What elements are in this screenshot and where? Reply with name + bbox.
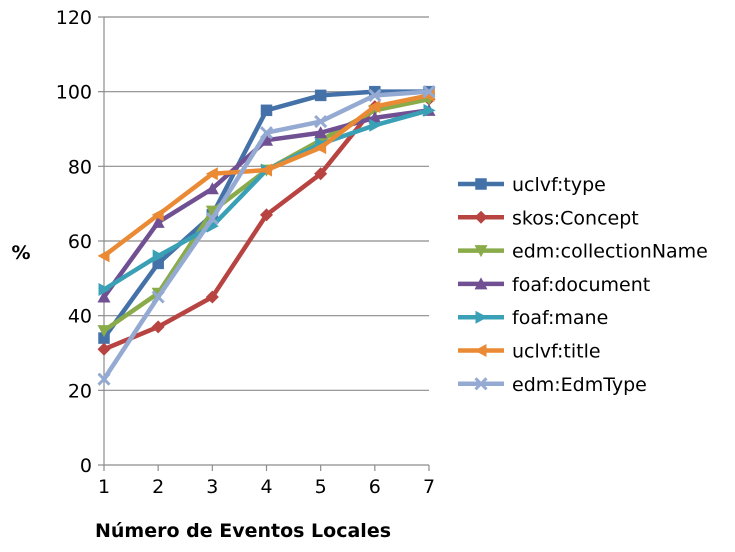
data-point — [205, 212, 219, 226]
data-point — [98, 283, 111, 297]
legend-item: uclvf:title — [458, 341, 601, 363]
y-tick-label: 100 — [56, 82, 92, 104]
legend-label: uclvf:title — [512, 341, 601, 363]
legend-label: edm:EdmType — [512, 374, 647, 396]
legend-marker — [474, 344, 487, 357]
legend-item: uclvf:type — [458, 174, 606, 196]
legend-marker — [474, 377, 488, 391]
data-point — [368, 88, 382, 102]
axes: 0 20 40 60 80 100 120 1 2 3 4 5 6 7 — [56, 7, 435, 498]
legend-item: skos:Concept — [458, 207, 639, 229]
legend-label: edm:collectionName — [512, 241, 708, 263]
x-tick-label: 5 — [315, 476, 327, 498]
legend-label: uclvf:type — [512, 174, 606, 196]
x-tick-label: 1 — [98, 476, 110, 498]
legend-marker — [475, 178, 487, 190]
y-tick-label: 60 — [68, 231, 92, 253]
y-tick-label: 0 — [80, 455, 92, 477]
series-uclvf-title — [97, 88, 435, 263]
legend-marker — [474, 277, 488, 290]
data-point — [260, 104, 273, 117]
legend-label: foaf:mane — [512, 307, 608, 329]
data-point — [260, 163, 272, 177]
data-point — [314, 126, 328, 139]
x-axis-title: Número de Eventos Locales — [95, 520, 391, 542]
data-point — [151, 215, 165, 228]
legend-item: foaf:mane — [458, 307, 608, 329]
data-point — [151, 320, 165, 334]
legend-item: edm:collectionName — [458, 241, 708, 263]
legend-item: foaf:document — [458, 274, 650, 296]
data-point — [205, 182, 219, 195]
legend-label: foaf:document — [512, 274, 650, 296]
data-point — [97, 342, 111, 356]
data-point — [368, 100, 381, 114]
x-tick-label: 3 — [206, 476, 218, 498]
legend-marker — [474, 210, 488, 224]
data-point — [314, 114, 328, 129]
x-tick-label: 6 — [369, 476, 381, 498]
data-point — [97, 290, 111, 303]
data-point — [97, 249, 110, 263]
data-point — [314, 141, 327, 155]
data-point — [152, 249, 165, 263]
legend-marker — [474, 245, 488, 258]
x-tick-label: 2 — [152, 476, 164, 498]
data-point — [205, 290, 219, 304]
gridlines — [104, 16, 429, 391]
data-point — [97, 372, 111, 386]
y-tick-label: 20 — [68, 380, 92, 402]
data-point — [151, 290, 165, 304]
data-point — [314, 167, 328, 181]
legend: uclvf:type skos:Concept edm:collectionName… — [458, 174, 708, 396]
data-point — [97, 325, 111, 338]
data-point — [314, 89, 327, 102]
legend-item: edm:EdmType — [458, 374, 647, 396]
x-tick-label: 4 — [260, 476, 272, 498]
data-point — [422, 85, 436, 99]
data-point — [151, 208, 164, 222]
legend-marker — [475, 310, 488, 324]
data-point — [259, 126, 274, 140]
series-lines — [97, 85, 436, 386]
y-tick-label: 40 — [68, 306, 92, 328]
x-tick-label: 7 — [423, 476, 435, 498]
data-point — [260, 133, 273, 146]
data-point — [260, 208, 273, 222]
data-point — [205, 205, 219, 218]
series-edm-edmtype — [97, 85, 436, 386]
data-point — [369, 118, 382, 132]
data-point — [423, 103, 436, 117]
y-axis-title: % — [11, 242, 30, 264]
y-tick-label: 80 — [68, 156, 92, 178]
data-point — [205, 167, 218, 181]
y-tick-label: 120 — [56, 7, 92, 29]
series-foaf-document — [97, 103, 436, 303]
legend-label: skos:Concept — [512, 207, 639, 229]
